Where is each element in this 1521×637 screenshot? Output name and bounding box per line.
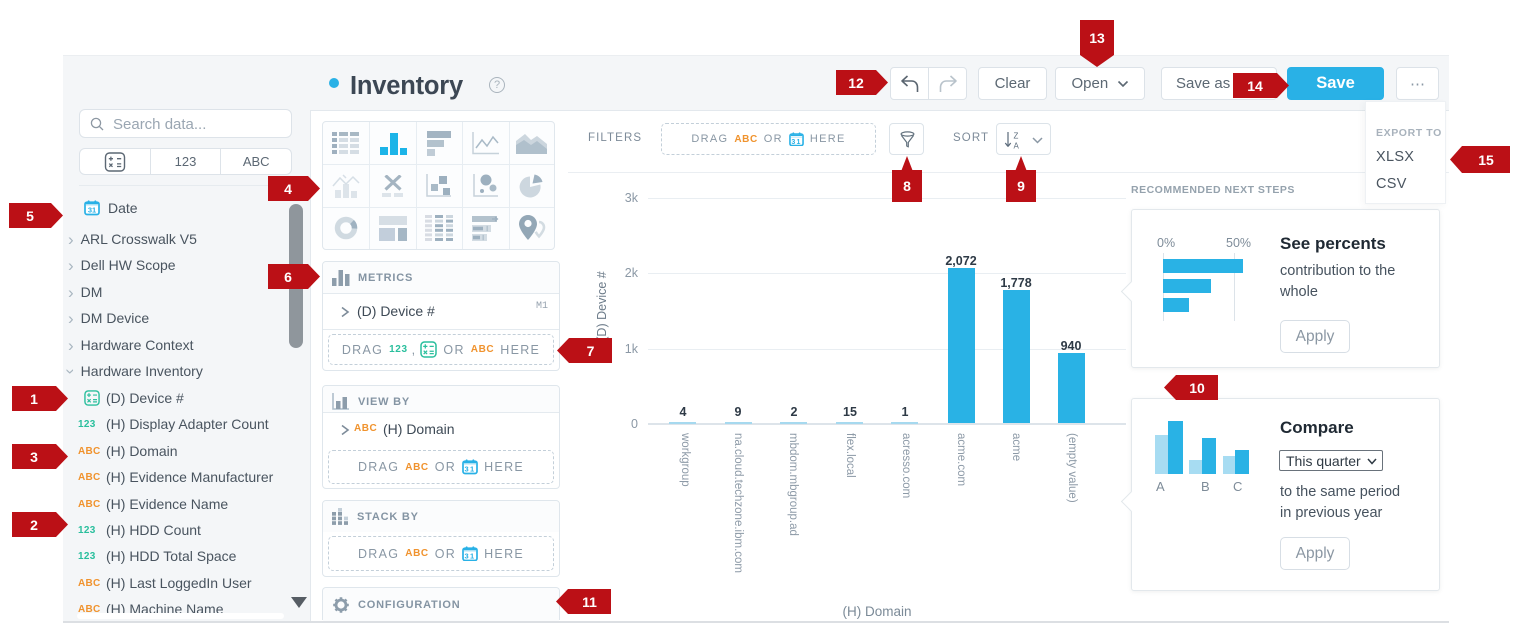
svg-text:Z: Z — [1014, 132, 1019, 141]
svg-text:31: 31 — [88, 206, 96, 215]
svg-text:A: A — [1014, 142, 1020, 151]
svg-text:31: 31 — [465, 465, 476, 474]
svg-text:31: 31 — [465, 551, 476, 560]
svg-text:31: 31 — [791, 139, 801, 146]
